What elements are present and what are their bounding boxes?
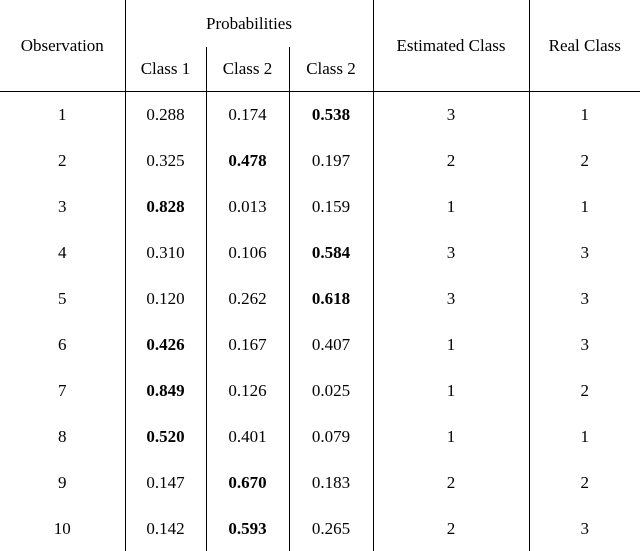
cell-estimated-class: 1: [372, 183, 530, 229]
col-header-observation: Observation: [0, 0, 126, 92]
cell-observation: 7: [0, 367, 126, 413]
col-header-real-class: Real Class: [528, 0, 640, 92]
cell-prob-class1: 0.828: [146, 196, 185, 216]
cell-prob-class3: 0.183: [288, 459, 374, 505]
cell-prob-class2: 0.167: [205, 321, 289, 367]
table-row: 6 0.426 0.167 0.407 1 3: [0, 321, 640, 367]
table-row: 2 0.325 0.478 0.197 2 2: [0, 137, 640, 183]
cell-prob-class3: 0.584: [288, 229, 374, 275]
cell-prob-class3: 0.197: [288, 137, 374, 183]
cell-prob-class1: 0.520: [146, 426, 185, 446]
table-row: 3 0.828 0.013 0.159 1 1: [0, 183, 640, 229]
col-header-class3: Class 2: [288, 47, 374, 92]
cell-real-class: 2: [528, 137, 640, 183]
cell-real-class: 2: [528, 459, 640, 505]
cell-estimated-class: 3: [372, 229, 530, 275]
cell-estimated-class: 1: [372, 413, 530, 459]
cell-real-class: 3: [528, 229, 640, 275]
cell-prob-class1: 0.147: [146, 472, 185, 492]
cell-observation: 4: [0, 229, 126, 275]
header-row-top: Observation Probabilities Estimated Clas…: [0, 0, 640, 92]
cell-real-class: 1: [528, 183, 640, 229]
cell-prob-class2: 0.174: [205, 91, 289, 137]
cell-prob-class3: 0.618: [288, 275, 374, 321]
cell-observation: 5: [0, 275, 126, 321]
cell-real-class: 3: [528, 321, 640, 367]
cell-prob-class2: 0.401: [205, 413, 289, 459]
cell-observation: 8: [0, 413, 126, 459]
cell-real-class: 3: [528, 275, 640, 321]
cell-prob-class2: 0.670: [205, 459, 289, 505]
cell-estimated-class: 2: [372, 459, 530, 505]
col-header-class2: Class 2: [205, 47, 289, 92]
cell-real-class: 2: [528, 367, 640, 413]
cell-real-class: 1: [528, 413, 640, 459]
cell-prob-class2: 0.478: [205, 137, 289, 183]
cell-observation: 10: [0, 505, 126, 551]
table-header: Observation Probabilities Estimated Clas…: [0, 0, 640, 92]
cell-prob-class3: 0.265: [288, 505, 374, 551]
table-body: 1 0.288 0.174 0.538 3 1 2 0.325 0.478 0.…: [0, 91, 640, 551]
cell-observation: 9: [0, 459, 126, 505]
cell-prob-class1: 0.426: [146, 334, 185, 354]
col-header-probabilities: Probabilities: [125, 0, 374, 47]
cell-observation: 2: [0, 137, 126, 183]
cell-estimated-class: 2: [372, 137, 530, 183]
cell-prob-class1: 0.142: [146, 518, 185, 538]
cell-prob-class3: 0.025: [288, 367, 374, 413]
cell-prob-class3: 0.407: [288, 321, 374, 367]
table-row: 10 0.142 0.593 0.265 2 3: [0, 505, 640, 551]
cell-estimated-class: 3: [372, 91, 530, 137]
cell-observation: 1: [0, 91, 126, 137]
cell-prob-class3: 0.538: [288, 91, 374, 137]
cell-prob-class1: 0.288: [146, 104, 185, 124]
cell-real-class: 3: [528, 505, 640, 551]
col-header-estimated-class: Estimated Class: [372, 0, 530, 92]
table-row: 8 0.520 0.401 0.079 1 1: [0, 413, 640, 459]
table-row: 9 0.147 0.670 0.183 2 2: [0, 459, 640, 505]
cell-prob-class1: 0.310: [146, 242, 185, 262]
cell-prob-class2: 0.106: [205, 229, 289, 275]
cell-prob-class3: 0.159: [288, 183, 374, 229]
table-row: 7 0.849 0.126 0.025 1 2: [0, 367, 640, 413]
table-row: 4 0.310 0.106 0.584 3 3: [0, 229, 640, 275]
cell-estimated-class: 3: [372, 275, 530, 321]
col-header-class1: Class 1: [125, 47, 206, 92]
cell-prob-class2: 0.013: [205, 183, 289, 229]
cell-real-class: 1: [528, 91, 640, 137]
cell-estimated-class: 1: [372, 367, 530, 413]
cell-prob-class1: 0.849: [146, 380, 185, 400]
cell-estimated-class: 1: [372, 321, 530, 367]
header-row-sub: Class 1 Class 2 Class 2: [0, 47, 640, 92]
cell-prob-class3: 0.079: [288, 413, 374, 459]
cell-prob-class2: 0.593: [205, 505, 289, 551]
table-row: 1 0.288 0.174 0.538 3 1: [0, 91, 640, 137]
cell-observation: 3: [0, 183, 126, 229]
table-row: 5 0.120 0.262 0.618 3 3: [0, 275, 640, 321]
cell-prob-class1: 0.325: [146, 150, 185, 170]
cell-observation: 6: [0, 321, 126, 367]
cell-estimated-class: 2: [372, 505, 530, 551]
cell-prob-class2: 0.262: [205, 275, 289, 321]
cell-prob-class2: 0.126: [205, 367, 289, 413]
cell-prob-class1: 0.120: [146, 288, 185, 308]
